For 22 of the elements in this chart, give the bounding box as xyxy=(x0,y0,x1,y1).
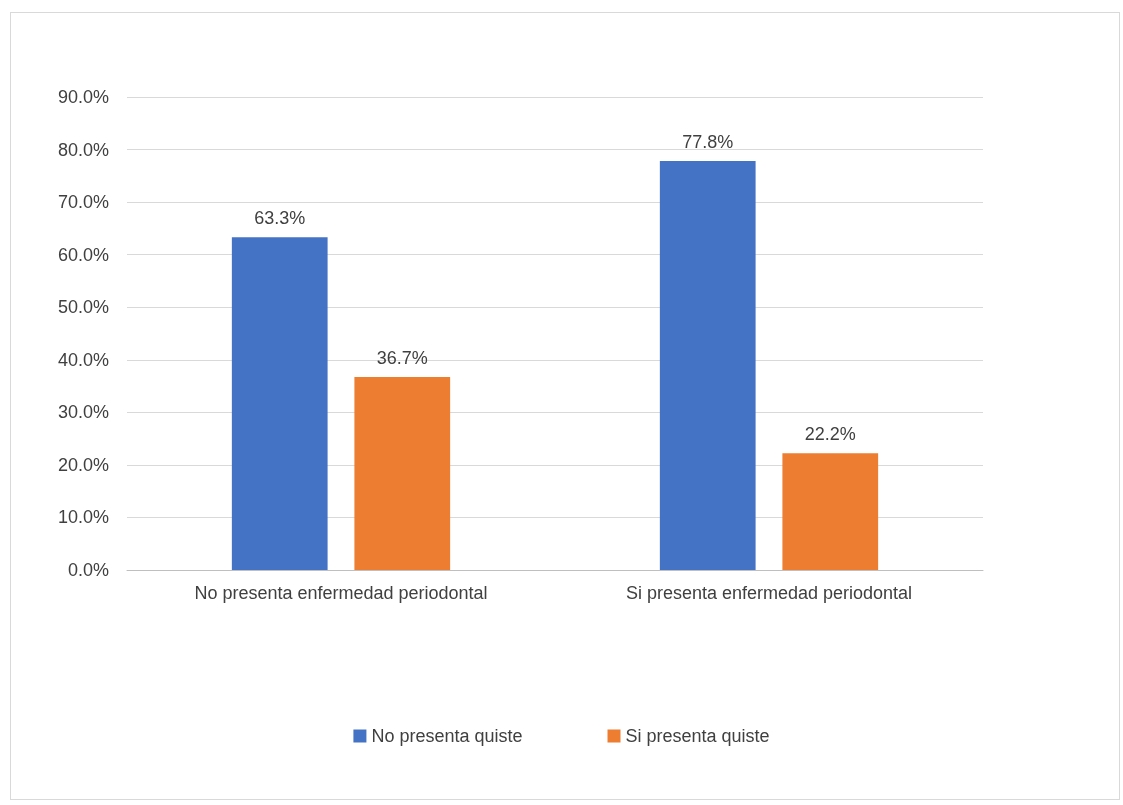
y-tick-label: 0.0% xyxy=(67,560,109,580)
data-label: 77.8% xyxy=(682,132,734,153)
y-tick-label: 70.0% xyxy=(57,192,109,213)
y-tick-label: 20.0% xyxy=(57,454,109,475)
bar xyxy=(354,377,451,570)
y-tick-label: 80.0% xyxy=(57,139,109,160)
legend-label: Si presenta quiste xyxy=(625,726,770,746)
y-tick-label: 90.0% xyxy=(57,87,109,107)
x-tick-label: Si presenta enfermedad periodontal xyxy=(625,583,913,603)
data-label: 22.2% xyxy=(804,424,856,445)
data-label: 36.7% xyxy=(376,348,428,369)
y-tick-label: 10.0% xyxy=(57,507,109,528)
y-tick-label: 30.0% xyxy=(57,402,109,423)
y-tick-label: 60.0% xyxy=(57,244,109,265)
legend-label: No presenta quiste xyxy=(371,726,523,746)
x-tick-label: No presenta enfermedad periodontal xyxy=(194,583,488,603)
data-label: 63.3% xyxy=(254,208,306,229)
bar xyxy=(231,237,328,570)
y-tick-label: 50.0% xyxy=(57,297,109,318)
bar xyxy=(782,453,879,570)
bar xyxy=(659,161,756,570)
y-tick-label: 40.0% xyxy=(57,349,109,370)
